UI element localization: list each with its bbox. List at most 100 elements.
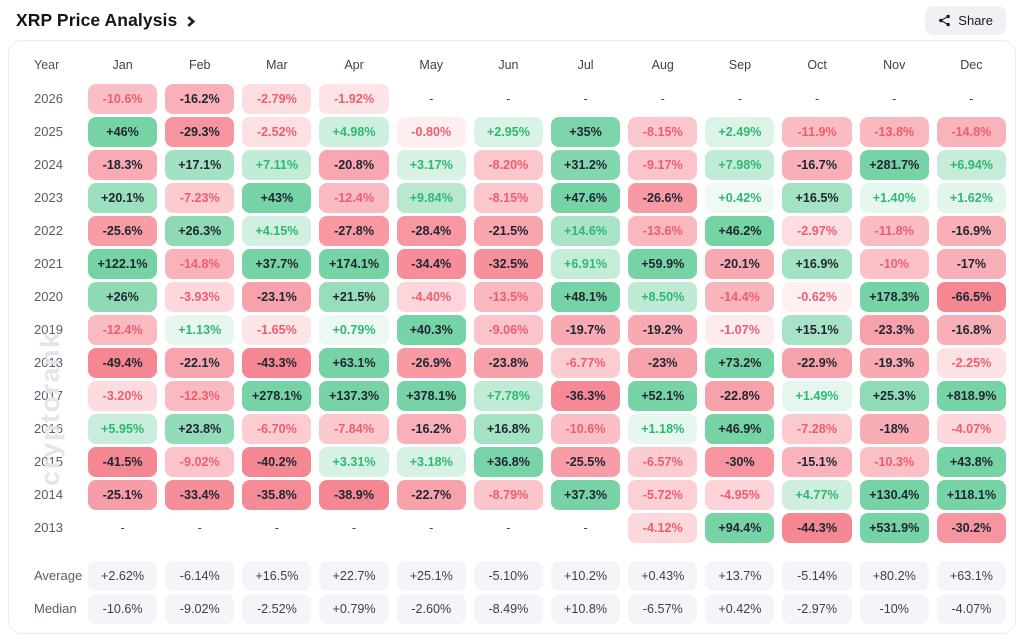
return-cell: +2.95% (473, 116, 543, 147)
year-label: 2025 (34, 124, 63, 139)
page-title: XRP Price Analysis (16, 10, 178, 30)
return-cell: +6.91% (550, 248, 621, 279)
year-row: 2016 +5.95% +23.8% -6.70% -7.84% -16.2% +16.8%… (18, 412, 1006, 445)
return-cell: -8.79% (473, 479, 543, 510)
return-cell: +5.95% (88, 413, 158, 444)
price-analysis-card: Year Jan Feb Mar Apr May Jun Jul Aug Sep Oct Nov Dec… (8, 40, 1016, 634)
return-cell: -16.8% (936, 314, 1006, 345)
return-cell: -16.7% (782, 149, 852, 180)
return-cell: - (892, 91, 897, 106)
stats-row: Median -10.6% -9.02% -2.52% +0.79% -2.60% -8.4… (18, 592, 1006, 625)
return-cell: -23% (628, 347, 698, 378)
return-cell: +2.49% (705, 116, 775, 147)
return-cell: - (429, 91, 434, 106)
return-cell: +31.2% (550, 149, 621, 180)
year-row: 2013 - - - - - - - -4.12% +94.4% -44.3% +531.9% -30.… (18, 511, 1006, 544)
chevron-right-icon (187, 16, 196, 27)
return-cell: -3.20% (88, 380, 158, 411)
return-cell: +118.1% (936, 479, 1006, 510)
return-cell: +7.98% (705, 149, 775, 180)
month-column-header: Mar (266, 58, 288, 72)
return-cell: +43% (242, 182, 312, 213)
return-cell: -9.02% (165, 446, 235, 477)
return-cell: -18.3% (88, 149, 158, 180)
return-cell: -12.3% (165, 380, 235, 411)
return-cell: - (197, 520, 202, 535)
return-cell: -2.25% (936, 347, 1006, 378)
return-cell: -14.8% (936, 116, 1006, 147)
return-cell: -15.1% (782, 446, 852, 477)
stat-cell: +16.5% (242, 560, 312, 591)
return-cell: +21.5% (319, 281, 389, 312)
stats-divider-space (18, 544, 1006, 559)
year-row: 2020 +26% -3.93% -23.1% +21.5% -4.40% -13.5% +4… (18, 280, 1006, 313)
return-cell: -22.8% (705, 380, 775, 411)
return-cell: - (583, 91, 588, 106)
stat-cell: -8.49% (473, 593, 543, 624)
return-cell: +278.1% (242, 380, 312, 411)
return-cell: +122.1% (88, 248, 158, 279)
return-cell: -8.15% (628, 116, 698, 147)
month-column-header: Dec (960, 58, 983, 72)
return-cell: -25.5% (550, 446, 621, 477)
return-cell: -2.79% (242, 83, 312, 114)
month-column-header: Jun (498, 58, 519, 72)
return-cell: +63.1% (319, 347, 389, 378)
stat-cell: -9.02% (165, 593, 235, 624)
month-column-header: Jul (577, 58, 594, 72)
return-cell: +73.2% (705, 347, 775, 378)
return-cell: +14.6% (550, 215, 621, 246)
return-cell: -35.8% (242, 479, 312, 510)
return-cell: +36.8% (473, 446, 543, 477)
month-column-header: Nov (883, 58, 906, 72)
return-cell: +1.40% (859, 182, 929, 213)
return-cell: -6.57% (628, 446, 698, 477)
stats-row: Average +2.62% -6.14% +16.5% +22.7% +25.1% -5.… (18, 559, 1006, 592)
year-label: 2014 (34, 487, 63, 502)
return-cell: -14.4% (705, 281, 775, 312)
return-cell: -32.5% (473, 248, 543, 279)
stat-cell: -10% (859, 593, 929, 624)
year-row: 2019 -12.4% +1.13% -1.65% +0.79% +40.3% -9.06%… (18, 313, 1006, 346)
return-cell: -13.6% (628, 215, 698, 246)
year-label: 2021 (34, 256, 63, 271)
year-row: 2014 -25.1% -33.4% -35.8% -38.9% -22.7% -8.79%… (18, 478, 1006, 511)
return-cell: -19.7% (550, 314, 621, 345)
stat-cell: -5.10% (473, 560, 543, 591)
year-row: 2026 -10.6% -16.2% -2.79% -1.92% - - - - - - - - (18, 82, 1006, 115)
stat-label: Median (34, 601, 77, 616)
return-cell: -23.8% (473, 347, 543, 378)
return-cell: -11.8% (859, 215, 929, 246)
return-cell: +8.50% (628, 281, 698, 312)
return-cell: -7.28% (782, 413, 852, 444)
month-column-header: Jan (112, 58, 133, 72)
year-row: 2024 -18.3% +17.1% +7.11% -20.8% +3.17% -8.20%… (18, 148, 1006, 181)
year-row: 2022 -25.6% +26.3% +4.15% -27.8% -28.4% -21.5%… (18, 214, 1006, 247)
return-cell: -27.8% (319, 215, 389, 246)
return-cell: -2.52% (242, 116, 312, 147)
return-cell: - (969, 91, 974, 106)
return-cell: -0.80% (396, 116, 466, 147)
return-cell: -12.4% (319, 182, 389, 213)
return-cell: +178.3% (859, 281, 929, 312)
return-cell: -6.70% (242, 413, 312, 444)
return-cell: +1.18% (628, 413, 698, 444)
return-cell: +26.3% (165, 215, 235, 246)
return-cell: -22.7% (396, 479, 466, 510)
return-cell: +4.77% (782, 479, 852, 510)
return-cell: -14.8% (165, 248, 235, 279)
return-cell: -36.3% (550, 380, 621, 411)
return-cell: +17.1% (165, 149, 235, 180)
return-cell: +1.49% (782, 380, 852, 411)
return-cell: -43.3% (242, 347, 312, 378)
share-button[interactable]: Share (925, 6, 1006, 35)
title-link[interactable]: XRP Price Analysis (16, 10, 196, 31)
stat-cell: +13.7% (705, 560, 775, 591)
return-cell: -22.1% (165, 347, 235, 378)
return-cell: +16.9% (782, 248, 852, 279)
month-column-header: Sep (728, 58, 752, 72)
stat-cell: -6.57% (628, 593, 698, 624)
year-column-header: Year (34, 58, 60, 72)
return-cell: +7.11% (242, 149, 312, 180)
stat-cell: +0.42% (705, 593, 775, 624)
